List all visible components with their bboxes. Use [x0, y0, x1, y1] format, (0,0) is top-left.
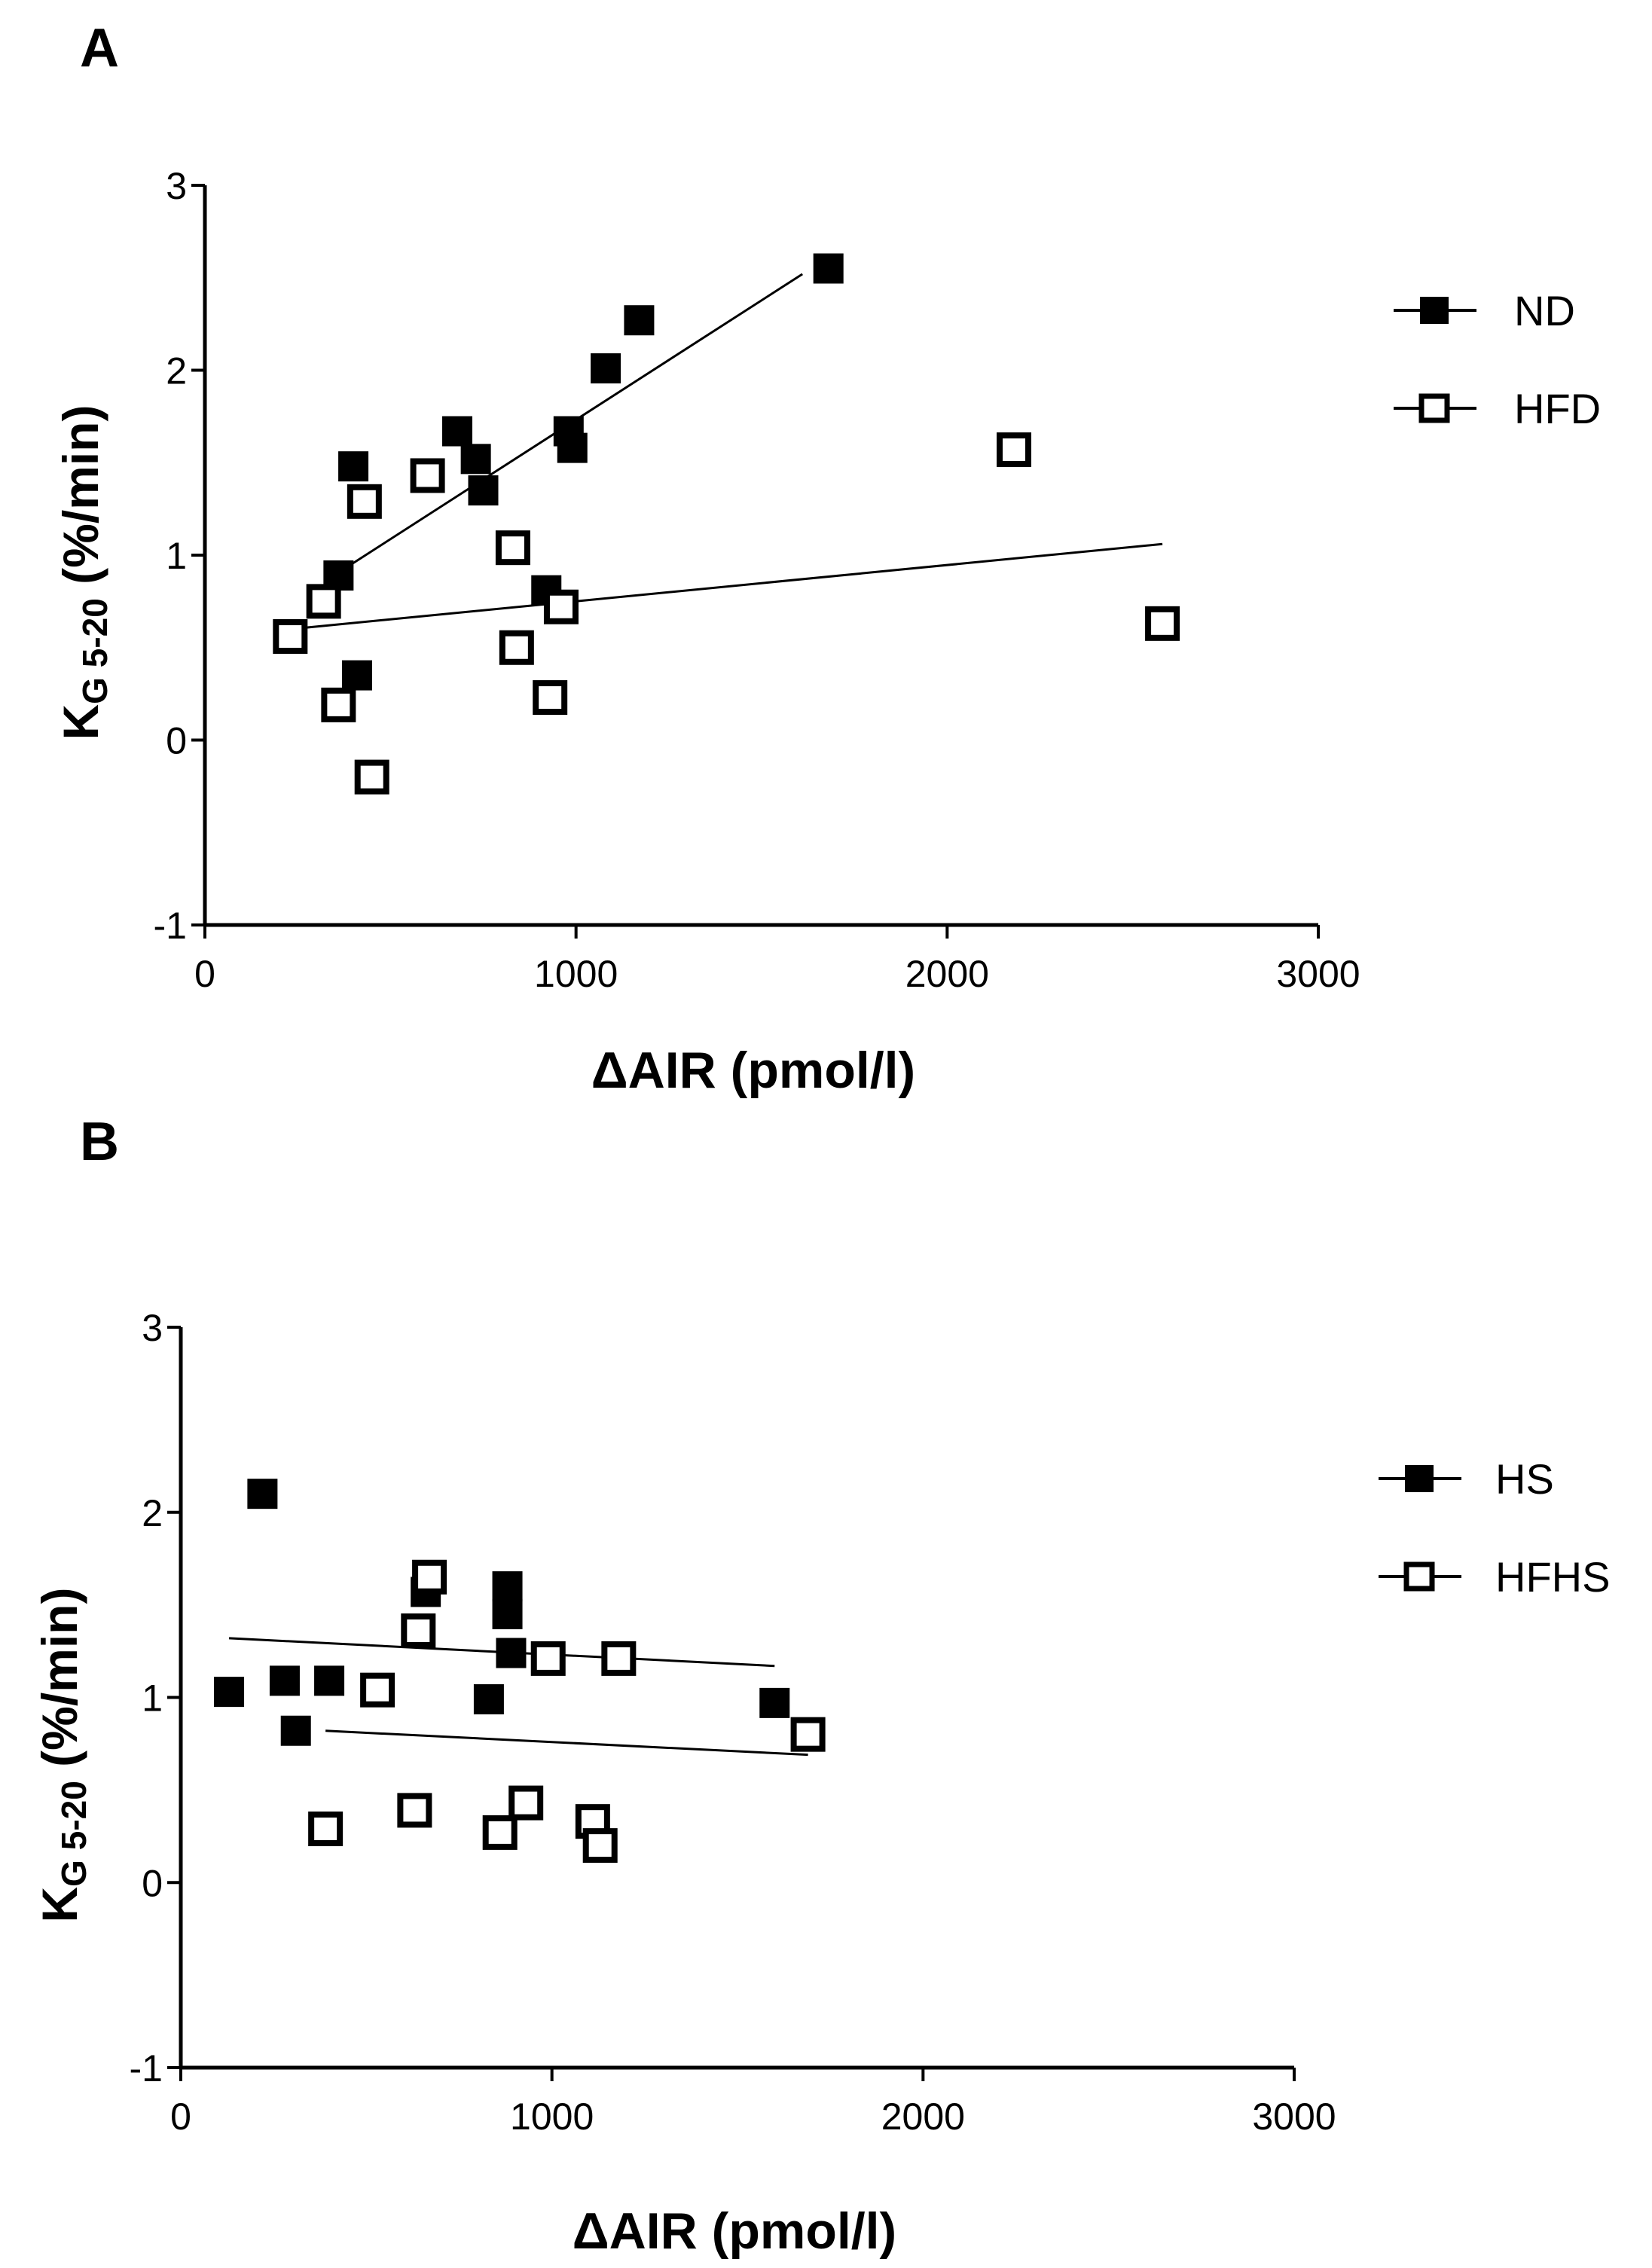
x-tick-label: 2000: [905, 953, 989, 995]
panel-label: A: [80, 18, 119, 78]
data-point-nd: [442, 416, 473, 447]
y-axis-title: KG 5-20 (%/min): [32, 1588, 93, 1923]
y-tick-label: 1: [142, 1677, 163, 1720]
data-point-hfhs: [308, 1811, 344, 1846]
y-axis-title-unit: (%/min): [32, 1588, 87, 1781]
data-point-nd: [341, 660, 372, 691]
data-point-hs: [280, 1715, 311, 1746]
data-point-hs: [473, 1683, 504, 1714]
data-point-nd: [624, 305, 655, 336]
data-point-hfhs: [530, 1641, 566, 1676]
data-point-hfhs: [482, 1815, 518, 1850]
y-axis-title-unit: (%/min): [53, 405, 108, 599]
data-point-hs: [314, 1665, 345, 1696]
y-tick-label: -1: [154, 905, 187, 947]
y-tick-label: 0: [166, 720, 187, 762]
data-point-hs: [247, 1479, 278, 1509]
fit-line-hfhs: [325, 1729, 808, 1757]
data-point-hfhs: [582, 1828, 618, 1864]
data-point-hfhs: [360, 1672, 395, 1708]
y-tick-label: 3: [142, 1307, 163, 1349]
legend-marker-hfhs: [1403, 1561, 1435, 1592]
data-point-hfhs: [601, 1641, 637, 1676]
data-point-nd: [468, 475, 499, 506]
y-tick-label: 1: [166, 535, 187, 577]
fit-line-hfd: [290, 542, 1163, 630]
data-point-hfd: [306, 584, 341, 619]
data-point-nd: [557, 432, 588, 463]
data-point-hfhs: [790, 1717, 826, 1752]
legend-marker-hfd: [1418, 393, 1450, 423]
y-axis-title-subscript: G 5-20: [54, 1781, 93, 1887]
data-point-hfd: [354, 759, 389, 795]
data-point-nd: [591, 353, 621, 384]
data-point-hfhs: [508, 1785, 544, 1821]
legend-marker-hs: [1405, 1465, 1434, 1492]
legend-label-hfd: HFD: [1514, 385, 1601, 432]
x-tick-label: 2000: [881, 2096, 965, 2138]
y-axis-title-subscript: G 5-20: [75, 598, 115, 704]
x-tick-label: 3000: [1252, 2096, 1336, 2138]
legend-label-hs: HS: [1495, 1455, 1554, 1503]
data-point-hs: [269, 1665, 300, 1696]
data-point-hs: [496, 1638, 527, 1668]
data-point-hfd: [997, 432, 1032, 468]
data-point-hfhs: [401, 1613, 436, 1649]
legend-label-hfhs: HFHS: [1495, 1553, 1610, 1601]
y-axis-title-main: K: [32, 1886, 87, 1922]
x-axis-title: ΔAIR (pmol/l): [573, 2202, 896, 2260]
y-axis-title-main: K: [53, 704, 108, 740]
x-axis-title: ΔAIR (pmol/l): [591, 1042, 915, 1099]
x-tick-label: 1000: [534, 953, 618, 995]
x-tick-label: 1000: [510, 2096, 594, 2138]
data-point-hfd: [495, 530, 530, 566]
data-point-nd: [460, 444, 491, 475]
data-point-hs: [492, 1598, 523, 1629]
y-axis-title: KG 5-20 (%/min): [53, 405, 115, 740]
data-point-nd: [338, 451, 369, 482]
data-point-hs: [759, 1687, 790, 1718]
x-tick-label: 3000: [1276, 953, 1360, 995]
y-tick-label: 2: [142, 1492, 163, 1534]
data-point-hfd: [410, 458, 445, 493]
data-point-hs: [214, 1677, 245, 1708]
data-point-hfd: [1145, 606, 1180, 641]
data-point-hfd: [273, 619, 308, 655]
y-tick-label: 2: [166, 350, 187, 392]
data-point-hfd: [499, 630, 534, 665]
y-tick-label: 0: [142, 1862, 163, 1904]
data-point-hfd: [347, 484, 382, 519]
data-point-hs: [492, 1571, 523, 1602]
data-point-hfd: [321, 687, 356, 722]
x-tick-label: 0: [170, 2096, 191, 2138]
data-point-nd: [813, 253, 844, 284]
y-tick-label: -1: [130, 2047, 163, 2089]
data-point-hfhs: [412, 1559, 447, 1595]
y-tick-label: 3: [166, 165, 187, 207]
data-point-hfd: [543, 589, 579, 624]
legend-marker-nd: [1420, 297, 1449, 324]
x-tick-label: 0: [194, 953, 215, 995]
data-point-hfhs: [397, 1793, 432, 1828]
data-point-hfd: [533, 680, 568, 716]
panel-label: B: [80, 1112, 119, 1172]
legend-label-nd: ND: [1514, 287, 1575, 334]
